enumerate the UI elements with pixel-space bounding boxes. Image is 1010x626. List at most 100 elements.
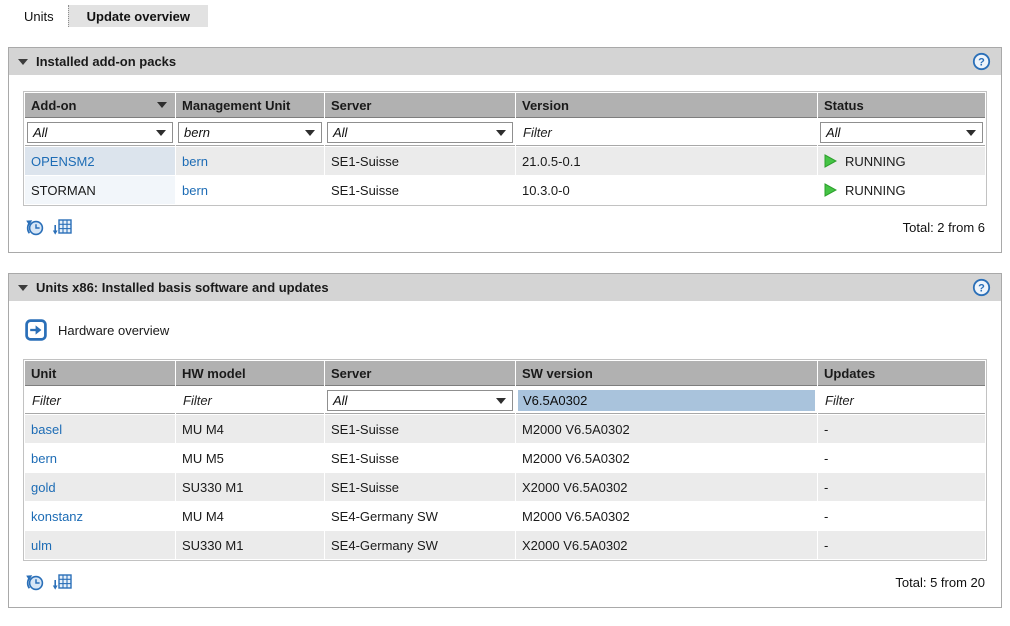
chevron-down-icon bbox=[305, 129, 315, 136]
status-filter-select[interactable]: All bbox=[820, 121, 983, 143]
chevron-down-icon bbox=[966, 129, 976, 136]
help-icon[interactable]: ? bbox=[972, 278, 991, 297]
column-header-hw-model[interactable]: HW model bbox=[176, 361, 324, 386]
units-table-footer: Total: 5 from 20 bbox=[23, 571, 985, 593]
collapse-icon[interactable] bbox=[18, 284, 28, 291]
unit-link[interactable]: konstanz bbox=[31, 508, 84, 524]
unit-filter-input[interactable] bbox=[27, 389, 170, 411]
management-unit-link[interactable]: bern bbox=[182, 182, 209, 198]
column-header-management-unit[interactable]: Management Unit bbox=[176, 93, 324, 118]
updates-label: - bbox=[824, 479, 829, 495]
help-icon-glyph: ? bbox=[972, 52, 991, 71]
management-unit-link[interactable]: bern bbox=[182, 153, 209, 169]
server-filter-select[interactable]: All bbox=[327, 389, 513, 411]
sw-version-label: X2000 V6.5A0302 bbox=[522, 537, 628, 553]
tab-units[interactable]: Units bbox=[24, 8, 54, 24]
sw-version-cell: M2000 V6.5A0302 bbox=[516, 502, 817, 530]
management-unit-cell: bern bbox=[176, 176, 324, 204]
column-header-server[interactable]: Server bbox=[325, 361, 515, 386]
hw-model-filter-input[interactable] bbox=[178, 389, 319, 411]
export-table-icon[interactable] bbox=[51, 216, 73, 238]
version-label: 21.0.5-0.1 bbox=[522, 153, 581, 169]
addon-table: Add-on Management Unit Server Version St… bbox=[23, 91, 987, 206]
column-header-updates[interactable]: Updates bbox=[818, 361, 985, 386]
updates-filter-input[interactable] bbox=[820, 389, 980, 411]
refresh-history-icon[interactable] bbox=[23, 571, 46, 593]
addon-table-filter-row: All bern All All bbox=[25, 119, 985, 146]
sw-version-label: M2000 V6.5A0302 bbox=[522, 508, 630, 524]
tab-bar: Units Update overview bbox=[24, 5, 1010, 27]
panel-installed-addon-packs: Installed add-on packs ? Add-on Manageme… bbox=[8, 47, 1002, 253]
units-table-filter-row: All V6.5A0302 bbox=[25, 387, 985, 414]
sw-version-label: M2000 V6.5A0302 bbox=[522, 421, 630, 437]
addon-cell: STORMAN bbox=[25, 176, 175, 204]
table-row: bern MU M5 SE1-Suisse M2000 V6.5A0302 - bbox=[25, 444, 985, 472]
sw-version-cell: X2000 V6.5A0302 bbox=[516, 531, 817, 559]
hw-model-cell: SU330 M1 bbox=[176, 473, 324, 501]
column-header-sw-version[interactable]: SW version bbox=[516, 361, 817, 386]
updates-cell: - bbox=[818, 531, 985, 559]
hw-model-label: MU M5 bbox=[182, 450, 224, 466]
unit-link[interactable]: bern bbox=[31, 450, 58, 466]
unit-link[interactable]: basel bbox=[31, 421, 63, 437]
server-label: SE4-Germany SW bbox=[331, 537, 438, 553]
column-header-status[interactable]: Status bbox=[818, 93, 985, 118]
column-header-unit[interactable]: Unit bbox=[25, 361, 175, 386]
updates-label: - bbox=[824, 537, 829, 553]
addon-link[interactable]: OPENSM2 bbox=[31, 153, 95, 169]
sw-version-label: X2000 V6.5A0302 bbox=[522, 479, 628, 495]
column-header-server[interactable]: Server bbox=[325, 93, 515, 118]
hw-model-cell: SU330 M1 bbox=[176, 531, 324, 559]
addon-table-footer: Total: 2 from 6 bbox=[23, 216, 985, 238]
table-row: konstanz MU M4 SE4-Germany SW M2000 V6.5A03… bbox=[25, 502, 985, 530]
running-icon bbox=[824, 154, 837, 168]
sort-desc-icon bbox=[157, 102, 167, 108]
running-icon bbox=[824, 183, 837, 197]
updates-label: - bbox=[824, 450, 829, 466]
version-label: 10.3.0-0 bbox=[522, 182, 570, 198]
selected-filter-text: V6.5A0302 bbox=[518, 389, 815, 411]
addon-cell: OPENSM2 bbox=[25, 147, 175, 175]
hw-model-label: MU M4 bbox=[182, 421, 224, 437]
hardware-overview-link[interactable]: Hardware overview bbox=[25, 319, 987, 341]
management-unit-filter-select[interactable]: bern bbox=[178, 121, 322, 143]
unit-link[interactable]: gold bbox=[31, 479, 56, 495]
hw-model-cell: MU M4 bbox=[176, 502, 324, 530]
management-unit-cell: bern bbox=[176, 147, 324, 175]
status-label: RUNNING bbox=[845, 153, 906, 169]
column-header-version[interactable]: Version bbox=[516, 93, 817, 118]
panel1-header[interactable]: Installed add-on packs ? bbox=[9, 48, 1001, 75]
export-table-icon[interactable] bbox=[51, 571, 73, 593]
status-cell: RUNNING bbox=[818, 176, 985, 204]
refresh-history-icon[interactable] bbox=[23, 216, 46, 238]
server-label: SE1-Suisse bbox=[331, 450, 399, 466]
hw-model-label: SU330 M1 bbox=[182, 537, 244, 553]
help-icon[interactable]: ? bbox=[972, 52, 991, 71]
tab-update-overview[interactable]: Update overview bbox=[67, 5, 208, 27]
hw-model-label: SU330 M1 bbox=[182, 479, 244, 495]
column-header-addon[interactable]: Add-on bbox=[25, 93, 175, 118]
updates-cell: - bbox=[818, 444, 985, 472]
panel2-header[interactable]: Units x86: Installed basis software and … bbox=[9, 274, 1001, 301]
server-cell: SE1-Suisse bbox=[325, 415, 515, 443]
sw-version-filter-input[interactable]: V6.5A0302 bbox=[518, 389, 815, 411]
updates-cell: - bbox=[818, 473, 985, 501]
table-row: OPENSM2 bern SE1-Suisse 21.0.5-0.1 RUNNING bbox=[25, 147, 985, 175]
server-filter-select[interactable]: All bbox=[327, 121, 513, 143]
hw-model-cell: MU M5 bbox=[176, 444, 324, 472]
hardware-overview-label: Hardware overview bbox=[58, 322, 170, 338]
hw-model-cell: MU M4 bbox=[176, 415, 324, 443]
table-row: gold SU330 M1 SE1-Suisse X2000 V6.5A0302 - bbox=[25, 473, 985, 501]
version-filter-input[interactable] bbox=[518, 121, 812, 143]
addon-filter-select[interactable]: All bbox=[27, 121, 173, 143]
addon-table-header-row: Add-on Management Unit Server Version St… bbox=[25, 93, 985, 118]
updates-label: - bbox=[824, 421, 829, 437]
chevron-down-icon bbox=[496, 397, 506, 404]
unit-cell: bern bbox=[25, 444, 175, 472]
panel2-title: Units x86: Installed basis software and … bbox=[36, 280, 329, 295]
table-row: ulm SU330 M1 SE4-Germany SW X2000 V6.5A0302… bbox=[25, 531, 985, 559]
chevron-down-icon bbox=[156, 129, 166, 136]
svg-text:?: ? bbox=[978, 56, 985, 68]
unit-link[interactable]: ulm bbox=[31, 537, 52, 553]
collapse-icon[interactable] bbox=[18, 58, 28, 65]
